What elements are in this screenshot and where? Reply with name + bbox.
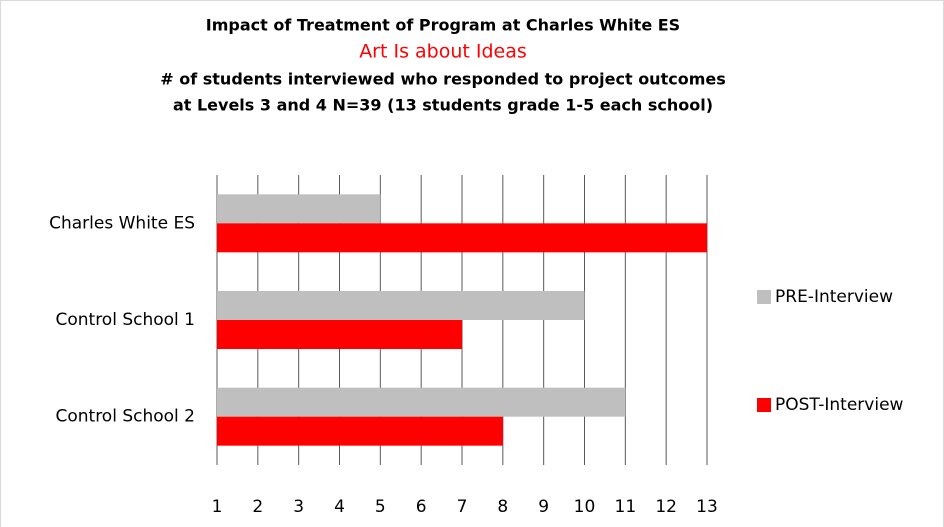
bar bbox=[217, 223, 707, 253]
x-tick-label: 11 bbox=[615, 497, 637, 517]
bar bbox=[217, 320, 462, 349]
chart-subtitle: Art Is about Ideas bbox=[359, 41, 527, 63]
x-tick-label: 8 bbox=[497, 497, 508, 517]
x-tick-label: 5 bbox=[375, 497, 386, 517]
x-tick-label: 10 bbox=[574, 497, 596, 517]
bar bbox=[217, 387, 626, 417]
x-tick-label: 12 bbox=[655, 497, 677, 517]
x-tick-label: 3 bbox=[293, 497, 304, 517]
x-tick-label: 13 bbox=[696, 497, 718, 517]
bar bbox=[217, 416, 503, 446]
description: # of students interviewed who responded … bbox=[160, 70, 726, 89]
y-tick-label: Charles White ES bbox=[49, 213, 195, 233]
x-tick-label: 2 bbox=[252, 497, 263, 517]
legend-label: PRE-Interview bbox=[775, 287, 893, 307]
x-tick-label: 1 bbox=[212, 497, 223, 517]
legend-swatch bbox=[757, 290, 771, 304]
x-tick-label: 7 bbox=[457, 497, 468, 517]
chart-title: Impact of Treatment of Program at Charle… bbox=[206, 16, 680, 35]
description: at Levels 3 and 4 N=39 (13 students grad… bbox=[173, 96, 713, 115]
bar bbox=[217, 291, 585, 320]
bar bbox=[217, 194, 381, 224]
y-tick-label: Control School 2 bbox=[55, 407, 195, 427]
y-tick-label: Control School 1 bbox=[55, 310, 195, 330]
x-tick-label: 9 bbox=[538, 497, 549, 517]
legend-label: POST-Interview bbox=[775, 395, 904, 415]
legend-swatch bbox=[757, 398, 771, 412]
x-tick-label: 6 bbox=[416, 497, 427, 517]
x-tick-label: 4 bbox=[334, 497, 345, 517]
